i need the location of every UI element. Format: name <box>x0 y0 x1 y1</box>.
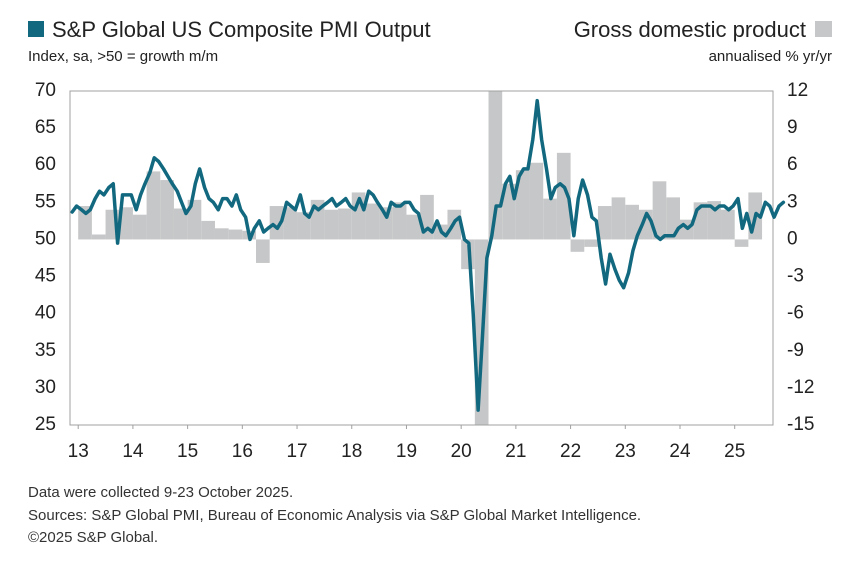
gdp-bar <box>365 203 380 240</box>
y-tick-label: 25 <box>35 414 56 435</box>
gdp-bar <box>283 207 298 240</box>
gdp-bar <box>666 197 680 240</box>
x-tick-label: 16 <box>232 441 253 462</box>
x-tick-label: 19 <box>396 441 417 462</box>
x-tick-label: 15 <box>177 441 198 462</box>
gdp-bar <box>556 152 571 240</box>
gdp-bar <box>652 181 667 240</box>
note: Data were collected 9-23 October 2025. <box>28 484 293 501</box>
x-tick-label: 20 <box>451 441 472 462</box>
legend-gdp: Gross domestic product <box>574 17 806 42</box>
x-tick-label: 13 <box>68 441 89 462</box>
x-tick-label: 14 <box>122 441 144 462</box>
note: ©2025 S&P Global. <box>28 529 158 546</box>
gdp-bar <box>625 204 639 240</box>
gdp-bar <box>570 239 585 252</box>
gdp-bar <box>597 206 612 240</box>
x-tick-label: 22 <box>560 441 581 462</box>
y2-tick-label: 0 <box>787 228 798 249</box>
plot-frame <box>69 90 774 426</box>
axes: 70656055504540353025129630-3-6-9-12-1513… <box>35 80 815 462</box>
x-tick-label: 21 <box>505 441 526 462</box>
gdp-bar <box>707 201 722 240</box>
x-tick-label: 17 <box>286 441 307 462</box>
gdp-bar <box>379 207 393 240</box>
x-tick-label: 23 <box>615 441 636 462</box>
gdp-bar <box>173 208 188 240</box>
gdp-bar <box>611 197 626 240</box>
gdp-bar <box>201 220 215 240</box>
y-tick-label: 30 <box>35 377 56 398</box>
gdp-bar <box>119 207 133 240</box>
gdp-bar <box>488 91 503 240</box>
gdp-bar <box>406 214 421 240</box>
gdp-bar <box>297 212 311 240</box>
gdp-bar <box>721 209 735 240</box>
y-tick-label: 45 <box>35 266 56 287</box>
y-tick-label: 35 <box>35 340 56 361</box>
y2-tick-label: -15 <box>787 414 814 435</box>
gdp-bar <box>529 162 544 240</box>
y2-tick-label: -12 <box>787 377 814 398</box>
gdp-bar <box>269 206 284 240</box>
gdp-bar <box>543 198 557 240</box>
gdp-bar <box>734 239 749 247</box>
y2-tick-label: -9 <box>787 340 804 361</box>
x-tick-label: 24 <box>669 441 691 462</box>
y2-axis-label: annualised % yr/yr <box>709 48 832 65</box>
gdp-bar <box>584 239 598 247</box>
y2-tick-label: 9 <box>787 117 798 138</box>
legend-swatch-gdp <box>815 21 832 37</box>
gdp-bar <box>515 170 530 240</box>
y-tick-label: 60 <box>35 154 56 175</box>
note: Sources: S&P Global PMI, Bureau of Econo… <box>28 507 641 524</box>
gdp-bar <box>392 202 407 240</box>
y-tick-label: 70 <box>35 80 56 101</box>
legend-pmi: S&P Global US Composite PMI Output <box>52 17 431 42</box>
gdp-bar <box>132 214 147 240</box>
y-tick-label: 40 <box>35 303 56 324</box>
y-axis-label: Index, sa, >50 = growth m/m <box>28 48 218 65</box>
y2-tick-label: -3 <box>787 266 804 287</box>
x-tick-label: 25 <box>724 441 745 462</box>
pmi-line <box>70 98 786 412</box>
y2-tick-label: 12 <box>787 80 808 101</box>
y-tick-label: 50 <box>35 228 56 249</box>
gdp-bar <box>160 180 174 240</box>
gdp-bar <box>324 209 339 240</box>
gdp-bar <box>187 199 202 240</box>
legend-swatch-pmi <box>28 21 44 37</box>
gdp-bar <box>78 206 92 240</box>
gdp-bar <box>338 208 352 240</box>
gdp-bar <box>91 234 106 240</box>
gdp-bar <box>256 239 270 263</box>
y-tick-label: 65 <box>35 117 56 138</box>
gdp-bar <box>146 171 161 240</box>
gdp-bar <box>228 229 243 240</box>
x-tick-label: 18 <box>341 441 362 462</box>
y2-tick-label: 6 <box>787 154 798 175</box>
y-tick-label: 55 <box>35 191 56 212</box>
gdp-bar <box>214 228 229 240</box>
y2-tick-label: 3 <box>787 191 798 212</box>
y2-tick-label: -6 <box>787 303 804 324</box>
